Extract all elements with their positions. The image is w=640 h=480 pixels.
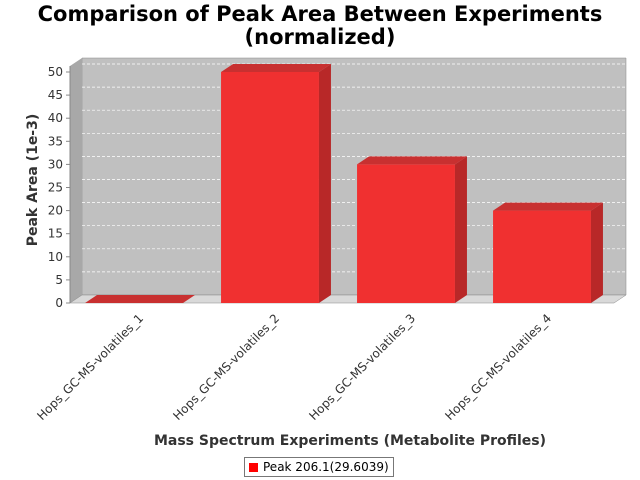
- y-tick-label: 30: [48, 157, 63, 171]
- y-tick-label: 45: [48, 88, 63, 102]
- bar-front: [221, 72, 319, 303]
- y-tick-label: 10: [48, 250, 63, 264]
- bar-front: [493, 210, 591, 303]
- y-tick-label: 25: [48, 181, 63, 195]
- bar-side: [318, 64, 331, 303]
- y-tick-label: 5: [55, 273, 63, 287]
- bars: [85, 64, 603, 303]
- y-axis: 0 5 10 15 20 25 30 35 40 45 50: [48, 65, 71, 310]
- bar-top: [221, 64, 331, 72]
- legend: Peak 206.1(29.6039): [244, 457, 394, 477]
- y-tick-label: 15: [48, 227, 63, 241]
- bar: [85, 295, 195, 303]
- bar: [221, 64, 331, 303]
- y-tick-label: 35: [48, 134, 63, 148]
- legend-label: Peak 206.1(29.6039): [263, 460, 389, 474]
- y-tick-label: 0: [55, 296, 63, 310]
- chart-title-line1: Comparison of Peak Area Between Experime…: [37, 2, 603, 26]
- gridlines: [82, 63, 626, 273]
- x-axis-title: Mass Spectrum Experiments (Metabolite Pr…: [154, 433, 546, 449]
- legend-swatch: [249, 462, 258, 472]
- bar-top: [85, 295, 195, 303]
- bar-chart: 0 5 10 15 20 25 30 35 40 45 50 Hops_GC-MS-volatile…: [25, 57, 627, 449]
- plot-left-wall: [70, 58, 82, 303]
- bar: [493, 202, 603, 303]
- x-tick-label: Hops_GC-MS-volatiles_1: [34, 311, 146, 423]
- bar-side: [454, 156, 467, 303]
- chart-title-line2: (normalized): [244, 25, 396, 49]
- x-axis: Hops_GC-MS-volatiles_1 Hops_GC-MS-volatil…: [34, 311, 554, 423]
- y-tick-label: 50: [48, 65, 63, 79]
- y-axis-title: Peak Area (1e-3): [25, 114, 41, 247]
- y-tick-label: 20: [48, 204, 63, 218]
- x-tick-label: Hops_GC-MS-volatiles_4: [442, 311, 554, 423]
- bar-top: [493, 202, 603, 211]
- bar-top: [357, 156, 467, 165]
- x-tick-label: Hops_GC-MS-volatiles_3: [306, 311, 418, 423]
- plot-area: [69, 57, 627, 304]
- bar-front: [357, 164, 455, 303]
- x-tick-label: Hops_GC-MS-volatiles_2: [170, 311, 282, 423]
- bar: [357, 156, 467, 303]
- y-tick-label: 40: [48, 111, 63, 125]
- bar-side: [590, 202, 603, 303]
